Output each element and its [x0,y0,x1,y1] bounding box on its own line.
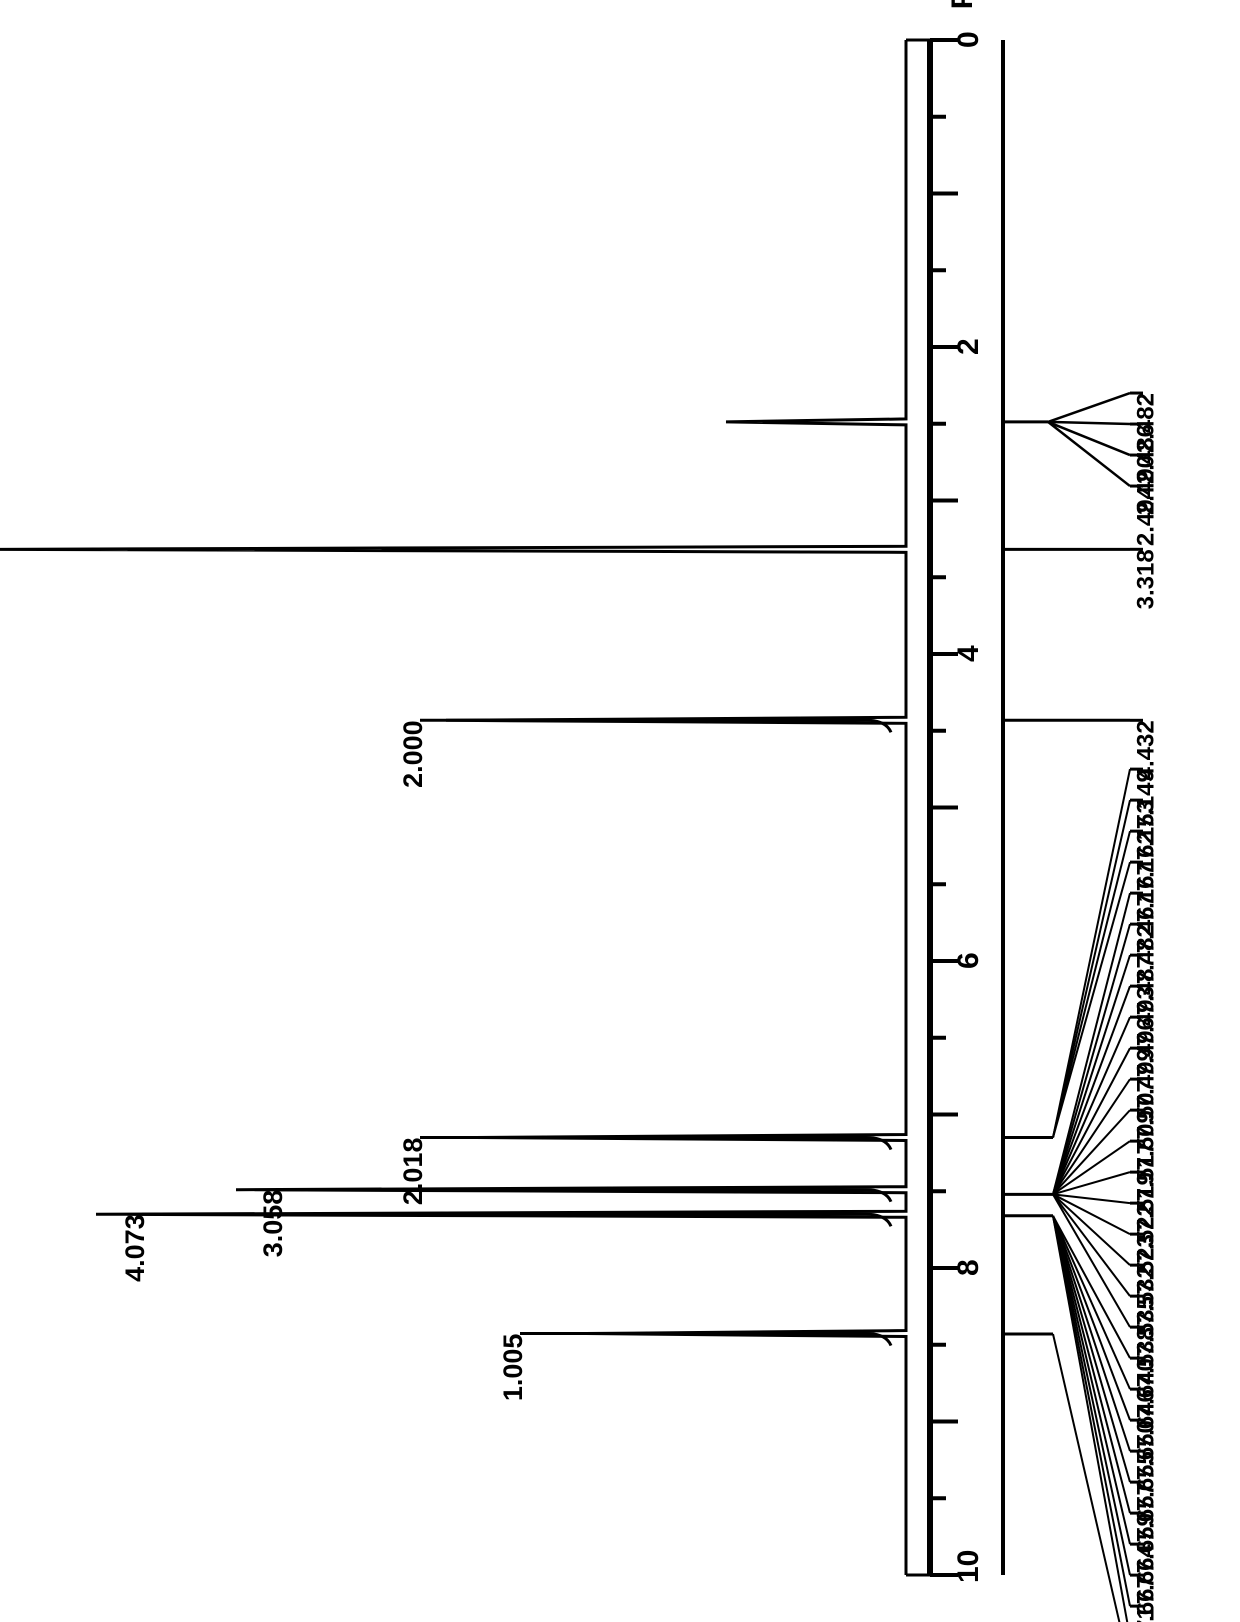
svg-text:6: 6 [952,952,985,969]
svg-text:2: 2 [952,338,985,355]
svg-text:10: 10 [952,1550,985,1583]
svg-text:2.018: 2.018 [398,1138,428,1206]
svg-text:3.058: 3.058 [258,1190,288,1258]
svg-text:PPM: PPM [946,0,979,9]
svg-text:0: 0 [952,31,985,48]
svg-text:8: 8 [952,1259,985,1276]
nmr-spectrum-chart: 0246810PPM2.4822.4862.4902.4943.3184.432… [0,0,1240,1622]
svg-text:1.005: 1.005 [498,1334,528,1402]
spectrum-svg: 0246810PPM2.4822.4862.4902.4943.3184.432… [0,0,1240,1622]
svg-text:7.671: 7.671 [1132,1606,1159,1622]
svg-text:4.073: 4.073 [120,1214,150,1282]
svg-text:2.494: 2.494 [1132,485,1159,546]
svg-text:2.000: 2.000 [398,720,428,788]
svg-text:4: 4 [952,645,985,662]
svg-text:3.318: 3.318 [1132,549,1159,609]
